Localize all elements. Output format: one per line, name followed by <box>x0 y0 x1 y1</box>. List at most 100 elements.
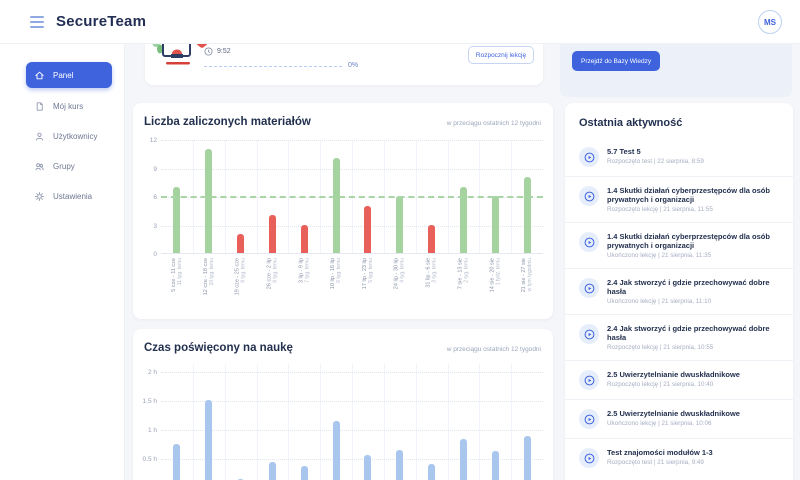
chart-subtitle: w przeciągu ostatnich 12 tygodni <box>446 346 541 353</box>
x-axis-label: 14 sie - 20 sie 1 tydz. temu <box>489 258 502 293</box>
activity-item-meta: Rozpoczęto lekcję | 21 sierpnia, 11:55 <box>607 206 713 213</box>
activity-item-meta: Rozpoczęto lekcję | 21 sierpnia, 10:40 <box>607 381 714 388</box>
activity-item[interactable]: 2.5 Uwierzytelnianie dwuskładnikowe Ukoń… <box>565 399 793 438</box>
chart-bar <box>396 449 404 480</box>
clock-icon <box>204 47 213 56</box>
activity-item-title: 1.4 Skutki działań cyberprzestępców dla … <box>607 186 770 204</box>
sidebar-item-grupy[interactable]: Grupy <box>26 154 112 178</box>
chart-title: Liczba zaliczonych materiałów <box>144 116 311 128</box>
knowledge-base-button[interactable]: Przejdź do Bazy Wiedzy <box>572 51 661 71</box>
completed-materials-card: Liczba zaliczonych materiałów w przeciąg… <box>133 103 553 319</box>
chart-title: Czas poświęcony na naukę <box>144 342 293 354</box>
x-axis-label: 17 lip - 23 lip 5 tyg. temu <box>361 258 374 290</box>
play-circle-icon <box>579 186 599 206</box>
activity-item[interactable]: 2.5 Uwierzytelnianie dwuskładnikowe Rozp… <box>565 360 793 399</box>
activity-item-title: Test znajomości modułów 1-3 <box>607 448 713 457</box>
play-circle-icon <box>579 370 599 390</box>
lesson-progress-bar <box>204 66 342 67</box>
sidebar-item-label: Panel <box>53 70 74 80</box>
start-lesson-button[interactable]: Rozpocznij lekcję <box>468 46 534 64</box>
activity-item-meta: Rozpoczęto test | 22 sierpnia, 8:59 <box>607 158 704 165</box>
chart-bar <box>428 463 436 480</box>
activity-item-meta: Ukończono lekcję | 21 sierpnia, 11:10 <box>607 298 712 305</box>
group-icon <box>35 162 44 170</box>
activity-card: Ostatnia aktywność 5.7 Test 5 Rozpoczęto… <box>565 103 793 480</box>
play-circle-icon <box>579 278 599 298</box>
activity-item-meta: Rozpoczęto lekcję | 21 sierpnia, 10:55 <box>607 344 714 351</box>
x-axis-label: 7 sie - 13 sie 2 tyg. temu <box>457 258 470 290</box>
activity-item-title: 2.4 Jak stworzyć i gdzie przechowywać do… <box>607 278 770 296</box>
chart-bar <box>459 439 467 480</box>
sidebar-item-label: Mój kurs <box>53 101 84 111</box>
completed-materials-xlabels: 5 cze - 11 cze 11 tyg. temu 12 cze - 18 cz… <box>161 254 543 308</box>
sidebar-item-label: Ustawienia <box>53 191 93 201</box>
x-axis-label: 21 sie - 27 sie w tym tygodniu <box>521 258 534 293</box>
play-circle-icon <box>579 232 599 252</box>
activity-item-title: 2.5 Uwierzytelnianie dwuskładnikowe <box>607 370 740 379</box>
chart-bar <box>205 148 213 253</box>
chart-bar <box>268 461 276 480</box>
activity-item[interactable]: Test znajomości modułów 1-3 Rozpoczęto t… <box>565 438 793 477</box>
play-circle-icon <box>579 409 599 429</box>
x-axis-label: 26 cze - 2 lip 8 tyg. temu <box>266 258 279 290</box>
sidebar-item-label: Użytkownicy <box>53 131 98 141</box>
chart-bar <box>396 196 404 253</box>
chart-bar <box>332 420 340 480</box>
activity-item[interactable]: 2.4 Jak stworzyć i gdzie przechowywać do… <box>565 314 793 360</box>
progress-percent: 0% <box>348 62 359 69</box>
x-axis-label: 12 cze - 18 cze 10 tyg. temu <box>202 258 215 296</box>
x-axis-label: 31 lip - 6 sie 3 tyg. temu <box>425 258 438 288</box>
chart-bar <box>491 196 499 253</box>
logo: SecureTeam <box>56 13 147 30</box>
play-circle-icon <box>579 448 599 468</box>
user-icon <box>36 132 43 140</box>
chart-bar <box>364 454 372 480</box>
sidebar: Panel Mój kurs Użytkownicy Grupy Ustawie… <box>0 44 125 480</box>
activity-item-meta: Ukończono lekcję | 21 sierpnia, 11:35 <box>607 252 712 259</box>
activity-list: 5.7 Test 5 Rozpoczęto test | 22 sierpnia… <box>565 138 793 477</box>
activity-item-title: 5.7 Test 5 <box>607 147 641 156</box>
chart-bar <box>173 443 181 480</box>
chart-bar <box>523 436 531 480</box>
chart-bar <box>523 177 531 253</box>
chart-bar <box>205 399 213 480</box>
play-circle-icon <box>579 147 599 167</box>
sidebar-item-uzytkownicy[interactable]: Użytkownicy <box>26 124 112 148</box>
chart-bar <box>332 158 340 253</box>
chart-bar <box>459 186 467 253</box>
x-axis-label: 24 lip - 30 lip 4 tyg. temu <box>393 258 406 290</box>
chart-bar <box>364 205 372 253</box>
home-icon <box>35 71 44 79</box>
chart-subtitle: w przeciągu ostatnich 12 tygodni <box>446 120 541 127</box>
study-time-card: Czas poświęcony na naukę w przeciągu ost… <box>133 329 553 480</box>
chart-bar <box>268 215 276 253</box>
activity-item-meta: Ukończono lekcję | 21 sierpnia, 10:06 <box>607 420 712 427</box>
sidebar-item-ustawienia[interactable]: Ustawienia <box>26 184 112 208</box>
activity-item[interactable]: 1.4 Skutki działań cyberprzestępców dla … <box>565 176 793 222</box>
chart-bar <box>428 224 436 253</box>
x-axis-label: 19 cze - 25 cze 9 tyg. temu <box>234 258 247 296</box>
play-circle-icon <box>579 324 599 344</box>
lesson-time: 9:52 <box>217 48 231 55</box>
sidebar-item-label: Grupy <box>53 161 75 171</box>
chart-bar <box>173 186 181 253</box>
activity-item-title: 2.5 Uwierzytelnianie dwuskładnikowe <box>607 409 740 418</box>
chart-bar <box>491 451 499 480</box>
x-axis-label: 3 lip - 9 lip 7 tyg. temu <box>298 258 311 284</box>
target-line <box>161 196 543 198</box>
menu-toggle-button[interactable] <box>30 15 44 28</box>
sidebar-item-moj-kurs[interactable]: Mój kurs <box>26 94 112 118</box>
chart-bar <box>300 465 308 480</box>
activity-item-meta: Rozpoczęto test | 21 sierpnia, 9:49 <box>607 459 704 466</box>
x-axis-label: 10 lip - 16 lip 6 tyg. temu <box>330 258 343 290</box>
activity-item[interactable]: 1.4 Skutki działań cyberprzestępców dla … <box>565 222 793 268</box>
sidebar-item-panel[interactable]: Panel <box>26 62 112 88</box>
activity-title: Ostatnia aktywność <box>579 117 683 129</box>
file-icon <box>36 101 43 111</box>
avatar[interactable]: MS <box>758 10 782 34</box>
x-axis-label: 5 cze - 11 cze 11 tyg. temu <box>170 258 183 292</box>
activity-item[interactable]: 2.4 Jak stworzyć i gdzie przechowywać do… <box>565 268 793 314</box>
activity-item[interactable]: 5.7 Test 5 Rozpoczęto test | 22 sierpnia… <box>565 138 793 176</box>
activity-item-title: 2.4 Jak stworzyć i gdzie przechowywać do… <box>607 324 770 342</box>
